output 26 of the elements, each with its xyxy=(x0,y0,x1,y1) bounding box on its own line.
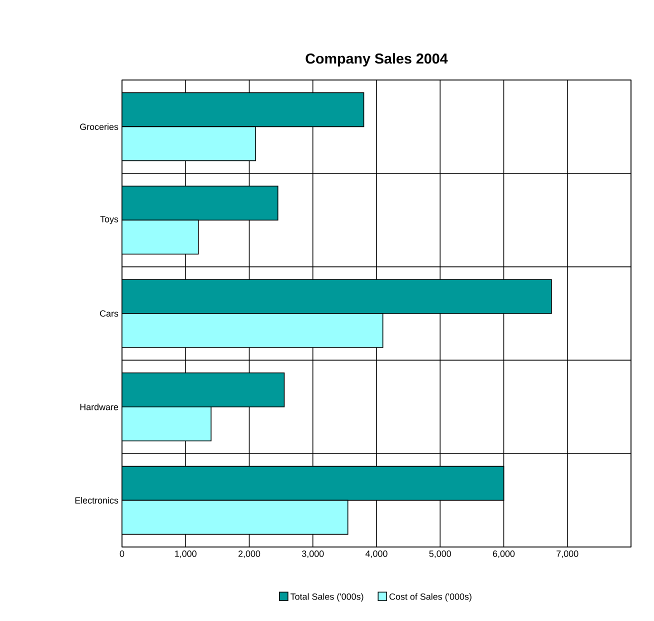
x-tick-label: 6,000 xyxy=(492,550,515,558)
bar xyxy=(122,500,348,535)
x-tick-label: 4,000 xyxy=(365,550,388,558)
bar xyxy=(122,126,256,162)
y-tick-label: Toys xyxy=(100,216,118,224)
y-tick-label: Hardware xyxy=(80,404,118,410)
y-tick-label: Electronics xyxy=(75,497,118,504)
x-tick-label: 3,000 xyxy=(302,550,324,558)
bar xyxy=(122,466,504,501)
bar xyxy=(122,406,212,442)
bar xyxy=(122,220,199,254)
bar xyxy=(122,92,364,128)
bar xyxy=(122,186,278,220)
x-tick-label: 2,000 xyxy=(238,550,260,558)
legend-label: Total Sales ('000s) xyxy=(290,593,364,602)
x-tick-label: 5,000 xyxy=(429,550,451,558)
bar xyxy=(122,372,285,408)
y-tick-label: Cars xyxy=(100,310,118,317)
y-tick-label: Groceries xyxy=(80,123,118,130)
bar xyxy=(122,313,384,348)
legend-label: Cost of Sales ('000s) xyxy=(389,593,472,602)
x-tick-label: 1,000 xyxy=(175,550,196,558)
x-tick-label: 7,000 xyxy=(556,550,578,558)
x-tick-label: 0 xyxy=(120,550,124,557)
bar xyxy=(122,279,552,314)
chart-title: Company Sales 2004 xyxy=(306,53,448,67)
